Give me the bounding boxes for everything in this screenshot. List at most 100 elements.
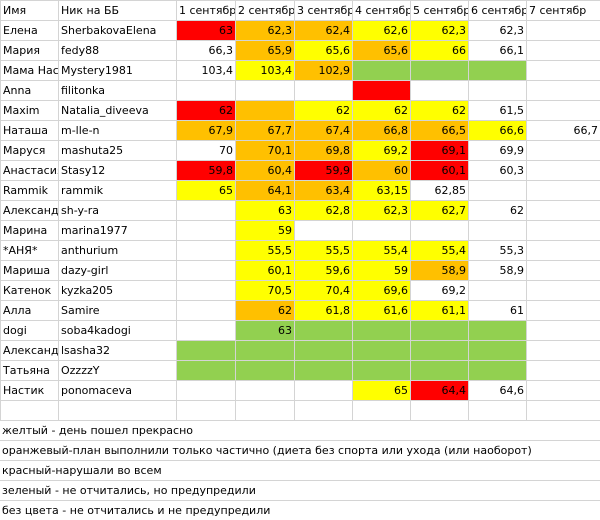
- weight-cell[interactable]: 66,1: [499, 44, 525, 57]
- weight-cell[interactable]: [527, 221, 600, 240]
- weight-cell[interactable]: 59: [353, 261, 410, 280]
- nick-cell[interactable]: fedy88: [61, 44, 100, 57]
- weight-cell[interactable]: [295, 81, 352, 100]
- weight-cell[interactable]: 70,1: [236, 141, 294, 160]
- name-cell[interactable]: Елена: [3, 24, 38, 37]
- weight-cell[interactable]: [527, 161, 600, 180]
- weight-cell[interactable]: [177, 341, 235, 360]
- weight-cell[interactable]: [469, 321, 526, 340]
- weight-cell[interactable]: 62: [510, 204, 524, 217]
- weight-cell[interactable]: 63: [236, 321, 294, 340]
- weight-cell[interactable]: 70,4: [295, 281, 352, 300]
- nick-cell[interactable]: ponomaceva: [61, 384, 132, 397]
- weight-cell[interactable]: 70: [219, 144, 233, 157]
- weight-cell[interactable]: 69,2: [353, 141, 410, 160]
- nick-cell[interactable]: Mystery1981: [61, 64, 133, 77]
- weight-cell[interactable]: 69,2: [441, 284, 467, 297]
- column-header[interactable]: 2 сентябр: [238, 4, 294, 17]
- weight-cell[interactable]: [527, 141, 600, 160]
- weight-cell[interactable]: [527, 81, 600, 100]
- weight-cell[interactable]: [411, 221, 468, 240]
- weight-cell[interactable]: [236, 361, 294, 380]
- weight-cell[interactable]: [527, 361, 600, 380]
- weight-cell[interactable]: [295, 341, 352, 360]
- column-header[interactable]: 6 сентябр: [471, 4, 526, 17]
- weight-cell[interactable]: 58,9: [411, 261, 468, 280]
- weight-cell[interactable]: 60,1: [411, 161, 468, 180]
- column-header[interactable]: 7 сентябр: [529, 4, 587, 17]
- weight-cell[interactable]: 63: [236, 201, 294, 220]
- name-cell[interactable]: Марина: [3, 224, 48, 237]
- weight-cell[interactable]: [411, 61, 468, 80]
- weight-cell[interactable]: 66,6: [469, 121, 526, 140]
- weight-cell[interactable]: [469, 361, 526, 380]
- name-cell[interactable]: Татьяна: [3, 364, 50, 377]
- column-header[interactable]: Имя: [3, 4, 27, 17]
- weight-cell[interactable]: [469, 281, 526, 300]
- weight-cell[interactable]: 59,8: [177, 161, 235, 180]
- weight-cell[interactable]: 63,4: [295, 181, 352, 200]
- weight-cell[interactable]: 65,6: [295, 41, 352, 60]
- weight-cell[interactable]: 62,3: [411, 21, 468, 40]
- weight-cell[interactable]: [177, 241, 235, 260]
- nick-cell[interactable]: rammik: [61, 184, 104, 197]
- weight-cell[interactable]: 61,1: [411, 301, 468, 320]
- weight-cell[interactable]: [353, 221, 410, 240]
- weight-cell[interactable]: [411, 321, 468, 340]
- nick-cell[interactable]: OzzzzY: [61, 364, 100, 377]
- weight-cell[interactable]: 60,4: [236, 161, 294, 180]
- name-cell[interactable]: Александ: [3, 344, 58, 357]
- weight-cell[interactable]: 55,4: [353, 241, 410, 260]
- weight-cell[interactable]: [527, 21, 600, 40]
- weight-cell[interactable]: [527, 301, 600, 320]
- weight-cell[interactable]: 65: [177, 181, 235, 200]
- weight-cell[interactable]: 62,6: [353, 21, 410, 40]
- nick-cell[interactable]: soba4kadogi: [61, 324, 131, 337]
- weight-cell[interactable]: [177, 81, 235, 100]
- weight-cell[interactable]: 62: [353, 101, 410, 120]
- nick-cell[interactable]: SherbakovaElena: [61, 24, 157, 37]
- weight-cell[interactable]: [469, 221, 526, 240]
- name-cell[interactable]: Анастасия: [3, 164, 58, 177]
- column-header[interactable]: 4 сентябр: [355, 4, 410, 17]
- name-cell[interactable]: Наташа: [3, 124, 48, 137]
- weight-cell[interactable]: 66,7: [573, 124, 599, 137]
- weight-cell[interactable]: 62: [177, 101, 235, 120]
- weight-cell[interactable]: 55,5: [236, 241, 294, 260]
- weight-cell[interactable]: 66,8: [353, 121, 410, 140]
- weight-cell[interactable]: [295, 381, 352, 400]
- weight-cell[interactable]: 62: [295, 101, 352, 120]
- name-cell[interactable]: Anna: [3, 84, 32, 97]
- weight-cell[interactable]: 64,4: [411, 381, 468, 400]
- weight-cell[interactable]: [353, 81, 410, 100]
- nick-cell[interactable]: lsasha32: [61, 344, 110, 357]
- nick-cell[interactable]: anthurium: [61, 244, 119, 257]
- weight-cell[interactable]: [353, 321, 410, 340]
- weight-cell[interactable]: [295, 221, 352, 240]
- weight-cell[interactable]: 69,1: [411, 141, 468, 160]
- weight-cell[interactable]: [177, 201, 235, 220]
- weight-cell[interactable]: 66,3: [208, 44, 234, 57]
- weight-cell[interactable]: [411, 81, 468, 100]
- name-cell[interactable]: Катенок: [3, 284, 52, 297]
- weight-cell[interactable]: [236, 81, 294, 100]
- weight-cell[interactable]: [177, 261, 235, 280]
- weight-cell[interactable]: 55,3: [499, 244, 525, 257]
- nick-cell[interactable]: Samire: [61, 304, 100, 317]
- weight-cell[interactable]: 62: [236, 301, 294, 320]
- weight-cell[interactable]: [527, 281, 600, 300]
- weight-cell[interactable]: 103,4: [201, 64, 234, 77]
- weight-cell[interactable]: [469, 341, 526, 360]
- weight-cell[interactable]: 103,4: [236, 61, 294, 80]
- weight-cell[interactable]: 62,3: [236, 21, 294, 40]
- weight-cell[interactable]: 65,9: [236, 41, 294, 60]
- weight-cell[interactable]: [177, 221, 235, 240]
- weight-cell[interactable]: [411, 341, 468, 360]
- weight-cell[interactable]: [236, 341, 294, 360]
- weight-cell[interactable]: [236, 101, 294, 120]
- weight-cell[interactable]: 70,5: [236, 281, 294, 300]
- weight-cell[interactable]: [527, 181, 600, 200]
- weight-cell[interactable]: [177, 361, 235, 380]
- weight-cell[interactable]: 65,6: [353, 41, 410, 60]
- weight-cell[interactable]: 58,9: [499, 264, 525, 277]
